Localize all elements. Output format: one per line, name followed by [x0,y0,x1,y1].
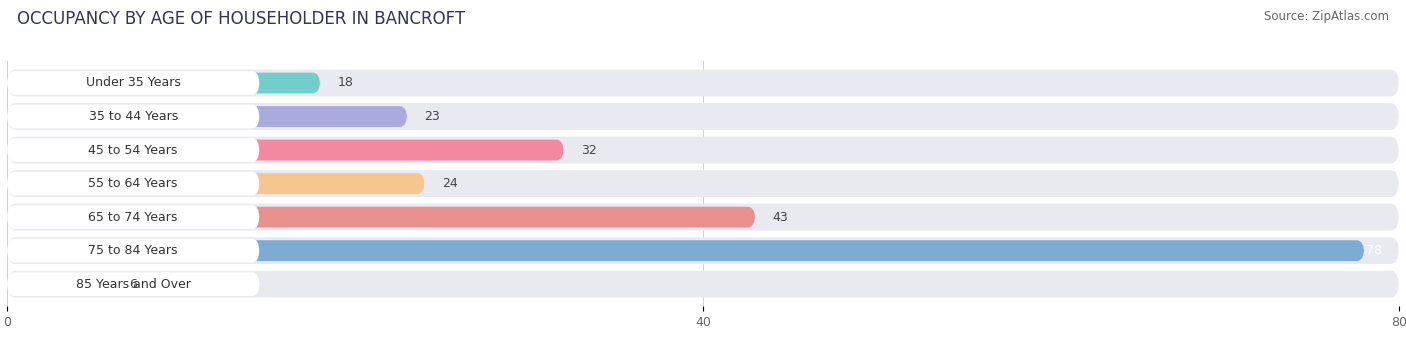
Text: OCCUPANCY BY AGE OF HOUSEHOLDER IN BANCROFT: OCCUPANCY BY AGE OF HOUSEHOLDER IN BANCR… [17,10,465,28]
Text: 85 Years and Over: 85 Years and Over [76,278,191,291]
Text: 35 to 44 Years: 35 to 44 Years [89,110,177,123]
Text: 75 to 84 Years: 75 to 84 Years [89,244,179,257]
FancyBboxPatch shape [7,239,259,262]
Text: 65 to 74 Years: 65 to 74 Years [89,211,179,224]
FancyBboxPatch shape [7,240,1364,261]
FancyBboxPatch shape [7,70,1399,97]
FancyBboxPatch shape [7,204,1399,231]
FancyBboxPatch shape [7,170,1399,197]
FancyBboxPatch shape [7,207,755,227]
FancyBboxPatch shape [7,106,408,127]
FancyBboxPatch shape [7,274,111,294]
Text: Source: ZipAtlas.com: Source: ZipAtlas.com [1264,10,1389,23]
FancyBboxPatch shape [7,271,1399,298]
Text: 45 to 54 Years: 45 to 54 Years [89,143,179,156]
Text: 24: 24 [441,177,458,190]
FancyBboxPatch shape [7,205,259,229]
Text: 6: 6 [129,278,136,291]
FancyBboxPatch shape [7,138,259,162]
FancyBboxPatch shape [7,172,259,195]
Text: 18: 18 [337,76,353,89]
FancyBboxPatch shape [7,103,1399,130]
Text: Under 35 Years: Under 35 Years [86,76,180,89]
FancyBboxPatch shape [7,71,259,95]
FancyBboxPatch shape [7,272,259,296]
FancyBboxPatch shape [7,237,1399,264]
FancyBboxPatch shape [7,105,259,128]
FancyBboxPatch shape [7,140,564,160]
FancyBboxPatch shape [7,173,425,194]
Text: 55 to 64 Years: 55 to 64 Years [89,177,179,190]
Text: 32: 32 [581,143,598,156]
FancyBboxPatch shape [7,73,321,94]
Text: 23: 23 [425,110,440,123]
FancyBboxPatch shape [7,137,1399,164]
Text: 78: 78 [1365,244,1382,257]
Text: 43: 43 [773,211,789,224]
